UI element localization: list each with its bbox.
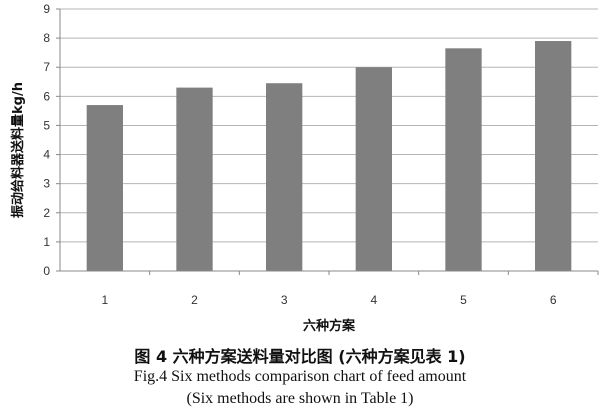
x-tick-label: 3 bbox=[281, 293, 288, 307]
y-tick-label: 7 bbox=[43, 60, 50, 74]
bars bbox=[86, 41, 572, 272]
bar-chart: 0 1 2 3 4 5 6 7 8 9 1 2 3 4 5 6 六种方案 振动给料器送料量kg/h bbox=[10, 2, 599, 334]
caption-english-line2: (Six methods are shown in Table 1) bbox=[186, 390, 414, 407]
x-tick-label: 6 bbox=[550, 293, 557, 307]
y-axis-title: 振动给料器送料量kg/h bbox=[10, 82, 26, 218]
x-axis-title: 六种方案 bbox=[303, 318, 356, 334]
y-tick-label: 9 bbox=[43, 2, 50, 16]
bar-2 bbox=[176, 87, 213, 271]
y-tick-label: 3 bbox=[43, 177, 50, 191]
x-tick-label: 1 bbox=[101, 293, 108, 307]
bar-6 bbox=[535, 41, 572, 272]
x-tick-labels: 1 2 3 4 5 6 bbox=[101, 293, 556, 307]
bar-3 bbox=[266, 83, 303, 271]
y-tick-label: 8 bbox=[43, 31, 50, 45]
y-tick-label: 4 bbox=[43, 148, 50, 162]
y-tick-label: 5 bbox=[43, 118, 50, 132]
bar-5 bbox=[445, 48, 482, 271]
x-tick-label: 5 bbox=[460, 293, 467, 307]
bar-4 bbox=[355, 67, 392, 271]
y-tick-label: 2 bbox=[43, 206, 50, 220]
axes bbox=[56, 8, 599, 275]
y-tick-label: 0 bbox=[43, 264, 50, 278]
caption-english-line1: Fig.4 Six methods comparison chart of fe… bbox=[133, 368, 467, 385]
y-tick-label: 1 bbox=[43, 235, 50, 249]
caption-chinese: 图 4 六种方案送料量对比图 (六种方案见表 1) bbox=[134, 347, 466, 366]
y-tick-label: 6 bbox=[43, 89, 50, 103]
y-tick-labels: 0 1 2 3 4 5 6 7 8 9 bbox=[43, 2, 50, 278]
x-tick-label: 2 bbox=[191, 293, 198, 307]
gridlines bbox=[60, 8, 598, 243]
bar-1 bbox=[86, 105, 123, 271]
x-tick-label: 4 bbox=[370, 293, 377, 307]
